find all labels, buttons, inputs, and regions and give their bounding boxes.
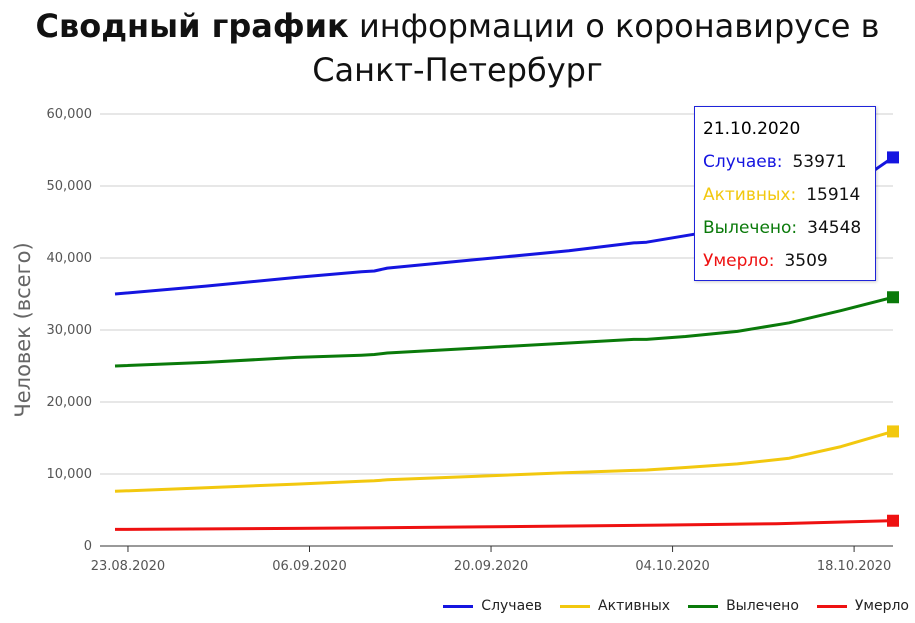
legend-item-active[interactable]: Активных (560, 598, 670, 614)
tooltip-row-recovered: Вылечено: 34548 (703, 218, 875, 251)
y-tick-label: 0 (84, 539, 92, 554)
legend-swatch-cases (443, 604, 474, 608)
y-tick-label: 10,000 (47, 467, 93, 482)
series-line-Активных (114, 429, 894, 493)
legend-item-recovered[interactable]: Вылечено (688, 598, 799, 614)
x-tick-label: 20.09.2020 (454, 559, 528, 574)
y-tick-label: 60,000 (47, 107, 93, 122)
hover-tooltip: 21.10.2020 Случаев: 53971 Активных: 1591… (694, 106, 876, 281)
legend-swatch-recovered (688, 604, 719, 608)
tooltip-label-cases: Случаев: (703, 152, 783, 172)
tooltip-row-deaths: Умерло: 3509 (703, 251, 875, 284)
tooltip-label-recovered: Вылечено: (703, 218, 798, 238)
y-tick-label: 40,000 (47, 251, 93, 266)
legend-item-cases[interactable]: Случаев (443, 598, 542, 614)
legend-label-recovered: Вылечено (726, 598, 799, 614)
x-tick-label: 23.08.2020 (91, 559, 165, 574)
y-tick-label: 20,000 (47, 395, 93, 410)
legend-label-deaths: Умерло (854, 598, 909, 614)
tooltip-date-row: 21.10.2020 (703, 119, 875, 152)
tooltip-label-deaths: Умерло: (703, 251, 775, 271)
tooltip-value-deaths: 3509 (784, 251, 828, 271)
x-tick-label: 04.10.2020 (635, 559, 709, 574)
tooltip-value-active: 15914 (806, 185, 861, 205)
legend-swatch-active (560, 604, 591, 608)
series-end-marker-Случаев (887, 151, 899, 164)
tooltip-value-recovered: 34548 (807, 218, 862, 238)
tooltip-value-cases: 53971 (792, 152, 847, 172)
chart-legend: Случаев Активных Вылечено Умерло (443, 598, 909, 614)
legend-label-cases: Случаев (481, 598, 543, 614)
series-end-marker-Вылечено (887, 291, 899, 304)
x-tick-label: 18.10.2020 (817, 559, 891, 574)
tooltip-row-cases: Случаев: 53971 (703, 152, 875, 185)
tooltip-date: 21.10.2020 (703, 119, 801, 139)
tooltip-label-active: Активных: (703, 185, 797, 205)
series-end-marker-Активных (887, 425, 899, 438)
legend-label-active: Активных (598, 598, 671, 614)
tooltip-row-active: Активных: 15914 (703, 185, 875, 218)
x-tick-label: 06.09.2020 (272, 559, 346, 574)
chart-title-bold: Сводный график (35, 7, 349, 45)
series-line-Умерло (114, 519, 894, 531)
legend-item-deaths[interactable]: Умерло (816, 598, 909, 614)
y-tick-label: 30,000 (47, 323, 93, 338)
series-line-Вылечено (114, 295, 894, 368)
chart-title-rest: информации о коронавирусе в Санкт-Петерб… (312, 7, 880, 89)
x-axis-ticks: 23.08.2020 06.09.2020 20.09.2020 04.10.2020… (91, 546, 891, 574)
legend-swatch-deaths (816, 604, 847, 608)
y-tick-label: 50,000 (47, 179, 93, 194)
series-end-markers (887, 151, 899, 527)
y-axis-label: Человек (всего) (11, 242, 35, 417)
chart-title: Сводный график информации о коронавирусе… (0, 4, 915, 92)
series-end-marker-Умерло (887, 514, 899, 527)
y-axis-ticks: 0 10,000 20,000 30,000 40,000 50,000 60,000 (47, 107, 93, 554)
